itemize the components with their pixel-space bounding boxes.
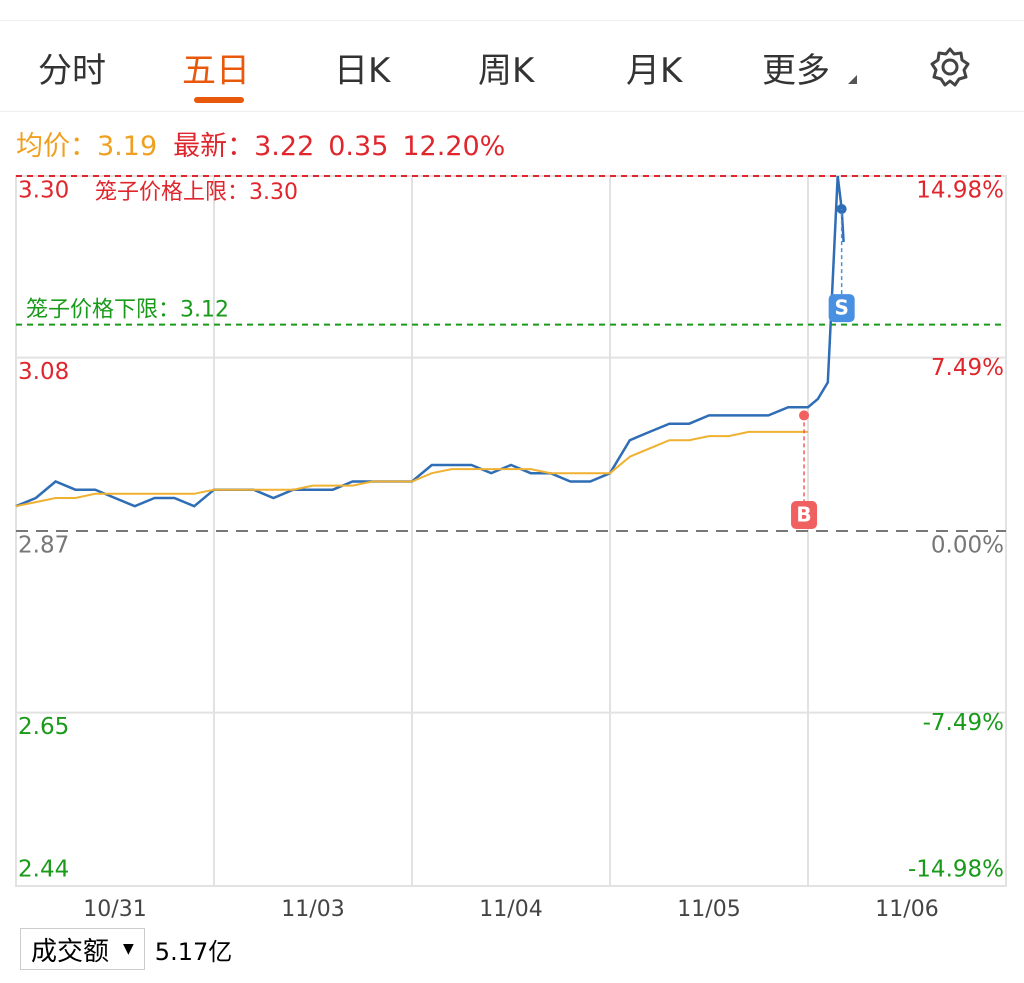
tab-active[interactable]: 五日 bbox=[182, 51, 250, 91]
y-tick-label: 3.08 bbox=[18, 359, 69, 385]
avg-value: 3.19 bbox=[97, 131, 158, 162]
y-tick-label: 2.87 bbox=[18, 533, 69, 559]
x-tick-label: 11/04 bbox=[479, 897, 542, 922]
x-tick-label: 11/05 bbox=[677, 897, 740, 922]
change-pct: 12.20% bbox=[402, 131, 506, 162]
tab[interactable]: 日K bbox=[334, 51, 391, 91]
price-line bbox=[15, 430, 808, 508]
avg-label: 均价： bbox=[16, 131, 97, 162]
tab-underline bbox=[194, 97, 244, 103]
metric-value: 5.17亿 bbox=[154, 937, 233, 966]
x-tick-label: 11/03 bbox=[281, 897, 344, 922]
x-tick-label: 10/31 bbox=[83, 897, 146, 922]
trade-badge bbox=[828, 294, 855, 323]
trade-badge bbox=[791, 501, 818, 529]
y2-tick-label: -14.98% bbox=[908, 857, 1004, 883]
latest-value: 3.22 bbox=[254, 131, 315, 162]
trade-label: S bbox=[834, 296, 848, 320]
volume-bar: 成交额 ▼ 5.17亿 bbox=[20, 928, 232, 970]
y2-tick-label: 7.49% bbox=[931, 355, 1004, 381]
metric-label: 成交额 bbox=[31, 936, 110, 967]
limit-label: 笼子价格上限：3.30 bbox=[95, 180, 298, 205]
trade-point bbox=[799, 410, 810, 421]
y2-tick-label: 14.98% bbox=[916, 178, 1004, 204]
x-tick-label: 11/06 bbox=[875, 897, 938, 922]
tab[interactable]: 周K bbox=[478, 51, 535, 91]
tab[interactable]: 分时 bbox=[38, 51, 106, 91]
settings-icon[interactable] bbox=[928, 45, 972, 89]
limit-label: 笼子价格下限：3.12 bbox=[26, 298, 229, 323]
metric-dropdown[interactable]: 成交额 ▼ bbox=[20, 928, 145, 970]
y-tick-label: 2.65 bbox=[18, 714, 69, 740]
tab[interactable]: 月K bbox=[626, 51, 683, 91]
more-arrow bbox=[848, 75, 857, 84]
y-tick-label: 3.30 bbox=[18, 178, 69, 204]
dropdown-arrow: ▼ bbox=[123, 941, 134, 957]
trade-label: B bbox=[796, 503, 811, 527]
y-tick-label: 2.44 bbox=[18, 857, 69, 883]
quote-info: 均价：3.19 最新：3.22 0.35 12.20% bbox=[16, 124, 511, 163]
latest-label: 最新： bbox=[173, 131, 255, 162]
price-line bbox=[15, 175, 845, 508]
y2-tick-label: -7.49% bbox=[923, 710, 1004, 736]
chart: 2.44 2.65 2.87 3.08 3.30 -14.98% -7.49% 0.00% 7.… bbox=[15, 175, 1007, 922]
tab[interactable]: 更多 bbox=[762, 51, 830, 91]
change: 0.35 bbox=[328, 131, 389, 162]
y2-tick-label: 0.00% bbox=[931, 533, 1004, 559]
tab-bar: 分时 五日 日K 周K 月K 更多 bbox=[0, 20, 1024, 112]
